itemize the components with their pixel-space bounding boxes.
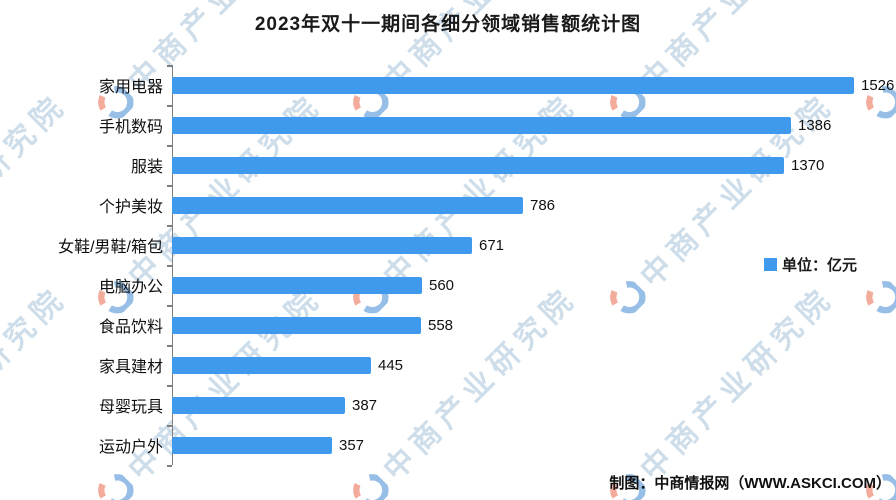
bar-row: 家用电器 1526 (0, 65, 896, 105)
bar (172, 396, 345, 414)
value-label: 786 (530, 196, 556, 214)
bar-row: 个护美妆 786 (0, 185, 896, 225)
axis-tick (167, 265, 172, 267)
bar-row: 食品饮料 558 (0, 305, 896, 345)
y-axis-line (172, 65, 173, 465)
category-label: 女鞋/男鞋/箱包 (58, 239, 163, 256)
legend-label: 单位：亿元 (782, 257, 858, 274)
category-label: 服装 (130, 159, 163, 176)
category-label: 家具建材 (98, 359, 163, 376)
value-label: 1370 (791, 156, 825, 174)
axis-tick (167, 225, 172, 227)
axis-tick (167, 305, 172, 307)
value-label: 558 (428, 316, 454, 334)
category-label: 食品饮料 (98, 319, 163, 336)
bar (172, 436, 332, 454)
category-label: 手机数码 (98, 119, 163, 136)
value-label: 671 (479, 236, 505, 254)
axis-tick (167, 385, 172, 387)
bar (172, 236, 472, 254)
askci-logo-icon (98, 474, 134, 500)
axis-tick (167, 105, 172, 107)
category-label: 运动户外 (98, 439, 163, 456)
axis-tick (167, 145, 172, 147)
axis-tick (167, 465, 172, 467)
bar-row: 电脑办公 560 (0, 265, 896, 305)
legend-swatch-icon (764, 258, 777, 271)
chart-title: 2023年双十一期间各细分领域销售额统计图 (254, 14, 642, 35)
bar (172, 276, 422, 294)
axis-tick (167, 65, 172, 67)
category-label: 个护美妆 (98, 199, 163, 216)
bar-row: 女鞋/男鞋/箱包 671 (0, 225, 896, 265)
bar-row: 家具建材 445 (0, 345, 896, 385)
value-label: 560 (429, 276, 455, 294)
askci-logo-icon (353, 474, 389, 500)
bar (172, 156, 784, 174)
category-label: 母婴玩具 (98, 399, 163, 416)
bar-row: 手机数码 1386 (0, 105, 896, 145)
bar (172, 316, 421, 334)
value-label: 1526 (861, 76, 895, 94)
bar (172, 196, 523, 214)
bar-row: 运动户外 357 (0, 425, 896, 465)
axis-tick (167, 185, 172, 187)
bar-row: 服装 1370 (0, 145, 896, 185)
bar-chart-plot-area: 家用电器 1526 手机数码 1386 服装 1370 个护美妆 786 女鞋/男鞋/箱包 671… (0, 65, 896, 465)
axis-tick (167, 425, 172, 427)
category-label: 电脑办公 (98, 279, 163, 296)
legend: 单位：亿元 (764, 254, 857, 275)
credit-text: 制图：中商情报网（WWW.ASKCI.COM） (609, 475, 891, 492)
axis-tick (167, 345, 172, 347)
bar (172, 116, 791, 134)
value-label: 387 (352, 396, 378, 414)
value-label: 357 (339, 436, 365, 454)
bar (172, 76, 854, 94)
value-label: 445 (378, 356, 404, 374)
bar (172, 356, 371, 374)
category-label: 家用电器 (98, 79, 163, 96)
value-label: 1386 (798, 116, 832, 134)
bar-row: 母婴玩具 387 (0, 385, 896, 425)
